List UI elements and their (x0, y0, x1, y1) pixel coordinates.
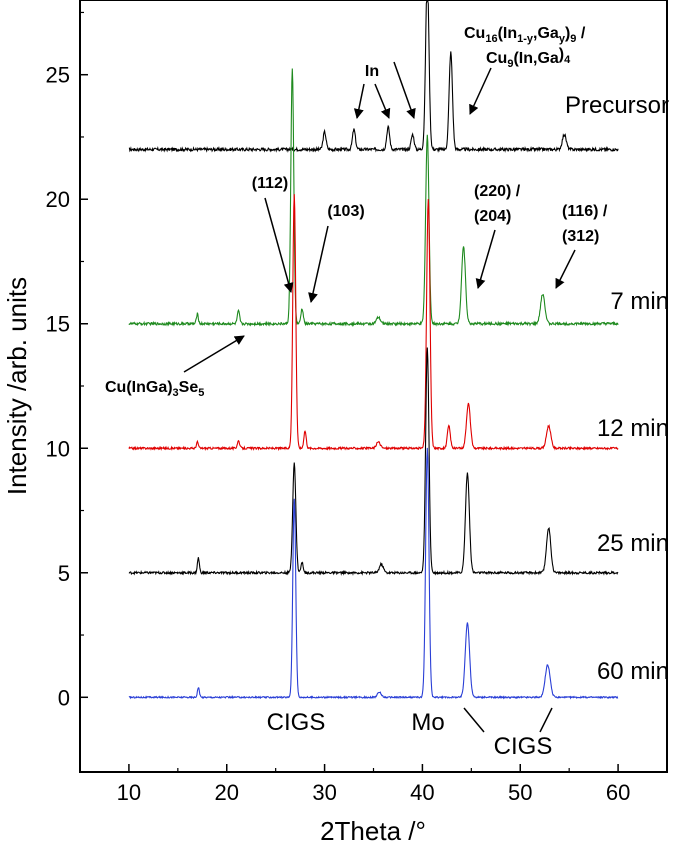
arrow-in-3 (393, 61, 416, 119)
x-tick-label: 20 (215, 780, 239, 805)
series-layer (128, 0, 619, 700)
pointer-cigs-220 (463, 707, 485, 733)
x-tick-label: 60 (606, 780, 630, 805)
annotation-ovc-phase: Cu(InGa)3Se5 (105, 379, 204, 399)
arrow-ovc (183, 335, 245, 373)
y-tick-label: 20 (46, 187, 70, 212)
x-tick-label: 30 (312, 780, 336, 805)
y-tick-label: 10 (46, 436, 70, 461)
series-line-25-min (128, 347, 619, 576)
x-axis-label: 2Theta /° (320, 816, 426, 846)
y-tick-label: 25 (46, 63, 70, 88)
annotation-hkl-116: (116) / (562, 203, 608, 220)
arrow-in-2 (374, 83, 391, 119)
arrow-in-1 (353, 83, 365, 119)
annotation-cu16-phase: Cu16(In1-y,Gay)9 / (464, 25, 586, 45)
x-tick-label: 50 (508, 780, 532, 805)
y-tick-label: 5 (58, 561, 70, 586)
ticks-layer: 10 20 30 40 50 60 0 5 10 15 20 25 (46, 11, 630, 805)
series-line-60-min (128, 447, 619, 700)
annotation-hkl-103: (103) (327, 203, 364, 220)
x-tick-label: 10 (117, 780, 141, 805)
annotation-in: In (365, 63, 379, 80)
arrow-hkl-116 (555, 249, 576, 289)
series-label-7-min: 7 min (610, 288, 669, 315)
arrow-hkl-220 (475, 229, 496, 289)
y-axis-label: Intensity /arb. units (2, 277, 32, 495)
annotation-hkl-312: (312) (562, 228, 599, 245)
annotation-cu9-phase: Cu9(In,Ga)4 (486, 46, 571, 70)
series-line-12-min (128, 194, 619, 452)
annotation-hkl-112: (112) (252, 175, 288, 192)
y-tick-label: 15 (46, 312, 70, 337)
x-tick-label: 40 (410, 780, 434, 805)
annotation-cigs-right: CIGS (494, 733, 553, 760)
series-labels: Precursor 7 min 12 min 25 min 60 min (565, 92, 669, 685)
arrow-cu-phase (469, 67, 492, 115)
arrow-hkl-112 (264, 197, 294, 293)
series-line-7-min (128, 68, 619, 328)
annotation-mo: Mo (411, 709, 444, 736)
annotation-hkl-204: (204) (474, 208, 511, 225)
pointer-cigs-116 (539, 707, 553, 733)
series-label-60-min: 60 min (597, 658, 669, 685)
arrow-hkl-103 (308, 225, 329, 303)
series-label-12-min: 12 min (597, 415, 669, 442)
series-label-25-min: 25 min (597, 530, 669, 557)
series-line-precursor (128, 0, 619, 153)
annotations: In Cu16(In1-y,Gay)9 / Cu9(In,Ga)4 (112) … (105, 25, 608, 760)
y-tick-label: 0 (58, 685, 70, 710)
annotation-cigs-left: CIGS (267, 709, 326, 736)
series-label-precursor: Precursor (565, 92, 669, 119)
annotation-hkl-220: (220) / (474, 183, 521, 200)
